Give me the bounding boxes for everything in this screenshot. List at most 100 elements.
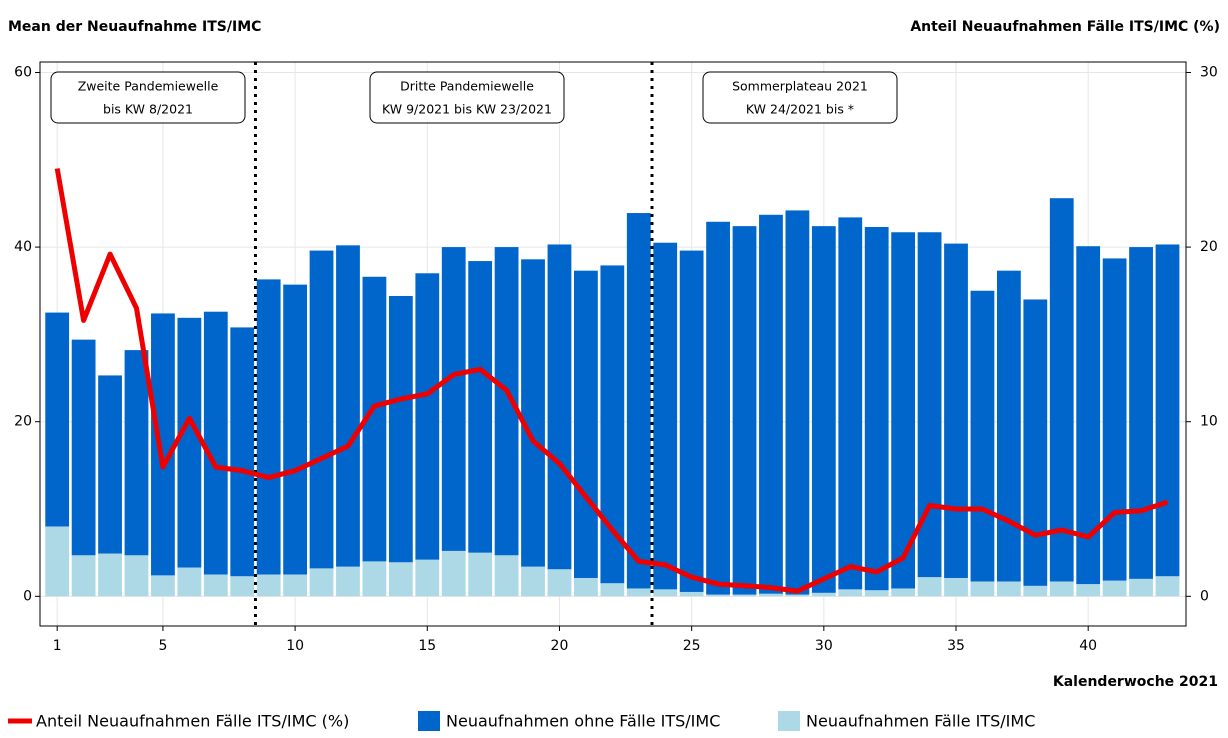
bar (203, 574, 228, 597)
bar (1049, 198, 1074, 582)
bar (362, 561, 387, 597)
bar (653, 589, 678, 597)
bar (706, 594, 730, 597)
bar (388, 295, 413, 563)
x-tick-label: 1 (53, 638, 62, 654)
plot-frame (39, 61, 1187, 627)
bar (336, 566, 360, 597)
bar (521, 566, 545, 597)
bar (1129, 578, 1153, 597)
legend-label: Neuaufnahmen ohne Fälle ITS/IMC (446, 712, 720, 731)
bar (203, 311, 228, 575)
y2-axis-label: Anteil Neuaufnahmen Fälle ITS/IMC (%) (910, 19, 1220, 35)
bar (891, 588, 916, 597)
y-tick-label: 0 (23, 588, 32, 604)
legend-swatch (778, 711, 800, 731)
annotation-text: bis KW 8/2021 (103, 102, 193, 117)
bar (362, 276, 387, 562)
y-axis-label: Mean der Neuaufnahme ITS/IMC (8, 19, 261, 35)
bar (1049, 581, 1074, 597)
bar (996, 581, 1021, 597)
bar (1076, 584, 1101, 597)
bar (494, 555, 519, 597)
bar (679, 591, 704, 597)
bar (45, 312, 70, 527)
y2-tick-label: 30 (1200, 64, 1218, 80)
bar (309, 250, 334, 569)
bar (653, 242, 678, 590)
bar (600, 583, 625, 597)
bar (574, 270, 598, 578)
bar (626, 213, 651, 589)
bar (256, 279, 281, 575)
bar (759, 593, 783, 597)
bar (441, 247, 466, 551)
bar (415, 559, 440, 597)
bar (970, 581, 995, 597)
bar (891, 232, 916, 589)
bar (283, 284, 308, 575)
x-tick-label: 10 (286, 638, 304, 654)
bar (177, 567, 202, 597)
bar (944, 577, 968, 597)
bar (71, 339, 96, 556)
bar (838, 217, 863, 590)
y2-tick-label: 0 (1200, 588, 1209, 604)
y-tick-label: 40 (14, 239, 32, 255)
bar (256, 574, 281, 597)
bar (309, 568, 334, 597)
bar (864, 227, 889, 591)
bar (547, 244, 572, 570)
bar (177, 317, 202, 568)
x-tick-label: 40 (1079, 638, 1097, 654)
annotation-text: Zweite Pandemiewelle (78, 79, 219, 94)
bar (732, 594, 757, 597)
bar (1155, 576, 1180, 597)
x-tick-label: 35 (947, 638, 965, 654)
bar (468, 552, 493, 597)
bar (600, 265, 625, 584)
annotation-text: KW 24/2021 bis * (746, 102, 854, 117)
legend-label: Neuaufnahmen Fälle ITS/IMC (806, 712, 1035, 731)
annotation-text: KW 9/2021 bis KW 23/2021 (382, 102, 552, 117)
bar (785, 210, 810, 595)
annotation-text: Dritte Pandemiewelle (400, 79, 534, 94)
bar (1102, 258, 1127, 581)
bar (494, 247, 519, 556)
bar (917, 577, 942, 597)
bar (124, 350, 149, 556)
bar (1102, 580, 1127, 597)
annotation-box (369, 71, 565, 124)
bar (838, 589, 863, 597)
bar (547, 569, 572, 597)
bar (917, 232, 942, 578)
bar (864, 590, 889, 597)
bar (574, 577, 598, 597)
y-tick-label: 60 (14, 64, 32, 80)
bar (996, 270, 1021, 582)
x-tick-label: 20 (551, 638, 569, 654)
x-tick-label: 15 (418, 638, 436, 654)
bar (1076, 246, 1101, 585)
bar (626, 588, 651, 597)
bar (336, 245, 360, 567)
bar (388, 562, 413, 597)
annotation-box (50, 71, 246, 124)
legend-swatch (418, 711, 440, 731)
annotation-text: Sommerplateau 2021 (732, 79, 868, 94)
bar (230, 576, 255, 597)
bar (468, 261, 493, 553)
bar (811, 226, 836, 593)
bar (732, 226, 757, 595)
bar (521, 259, 545, 567)
bar (283, 574, 308, 597)
bar (679, 250, 704, 592)
bar (230, 327, 255, 577)
bar (785, 594, 810, 597)
legend-label: Anteil Neuaufnahmen Fälle ITS/IMC (%) (36, 712, 349, 731)
bar (811, 592, 836, 597)
bar (441, 550, 466, 597)
bar (1129, 247, 1153, 579)
x-tick-label: 5 (158, 638, 167, 654)
